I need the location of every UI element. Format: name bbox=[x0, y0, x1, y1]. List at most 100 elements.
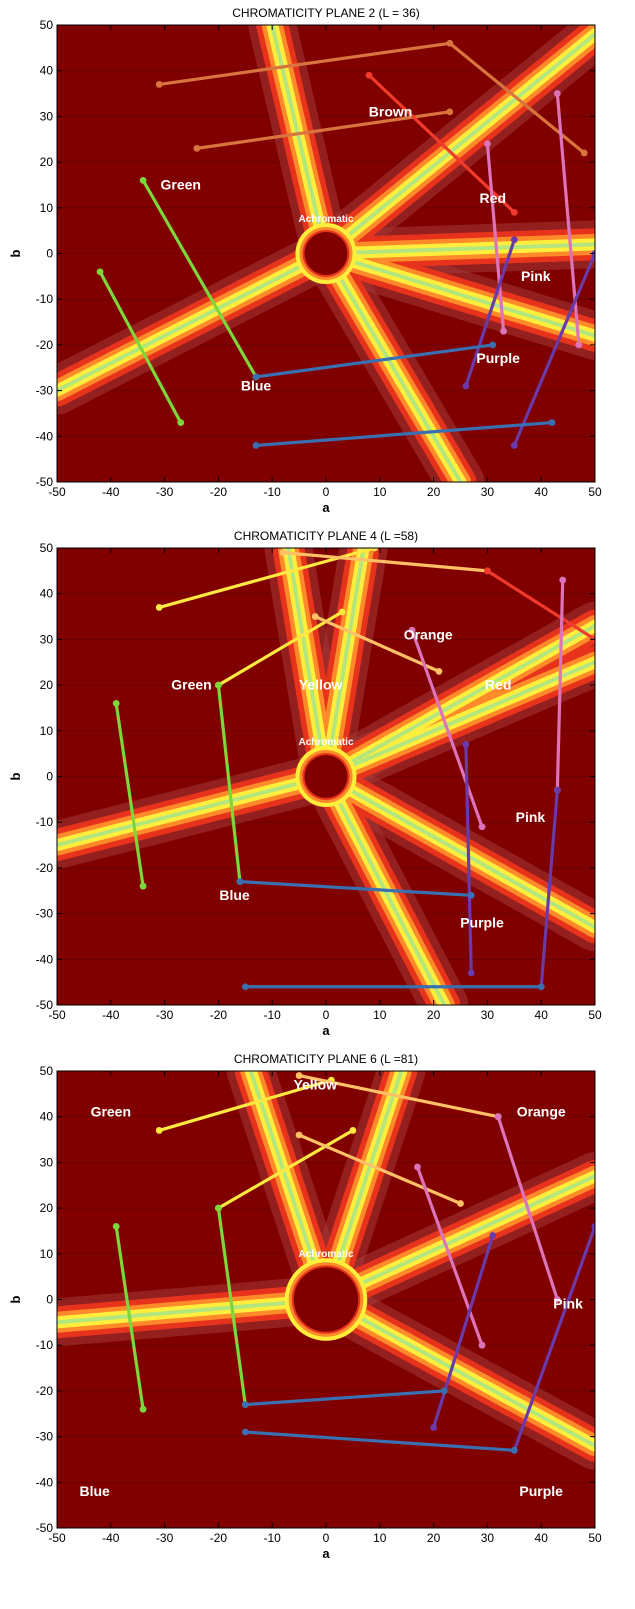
y-tick-label: 0 bbox=[46, 770, 53, 784]
series-point bbox=[446, 108, 454, 116]
series-line bbox=[485, 569, 595, 642]
series-point bbox=[112, 699, 120, 707]
hue-band bbox=[324, 660, 595, 779]
hue-band bbox=[324, 774, 595, 930]
series-point bbox=[510, 208, 518, 216]
series-line bbox=[243, 1389, 446, 1407]
achromatic-label: Achromatic bbox=[298, 737, 353, 748]
hue-band bbox=[324, 1297, 595, 1448]
y-tick-label: -50 bbox=[36, 998, 54, 1012]
x-tick-label: 10 bbox=[373, 1008, 387, 1022]
x-tick-label: 40 bbox=[535, 1008, 549, 1022]
series-point bbox=[236, 878, 244, 886]
series-line bbox=[254, 420, 554, 448]
y-tick-label: 40 bbox=[40, 1110, 54, 1124]
region-label: Yellow bbox=[293, 1076, 337, 1092]
hue-bands bbox=[57, 1071, 595, 1470]
series-line bbox=[512, 1224, 595, 1452]
region-label: Blue bbox=[241, 378, 272, 394]
series-line bbox=[254, 343, 495, 379]
series-line bbox=[297, 1073, 500, 1119]
x-tick-label: 20 bbox=[427, 1531, 441, 1545]
chart-panel-2: CHROMATICITY PLANE 4 (L =58) Achromatic Or… bbox=[8, 529, 602, 1038]
series-point bbox=[215, 1204, 222, 1212]
y-tick-label: 50 bbox=[40, 541, 54, 555]
series-point bbox=[537, 983, 545, 991]
achromatic-core bbox=[304, 231, 348, 276]
hue-band bbox=[324, 1174, 595, 1302]
series-point bbox=[510, 1446, 518, 1454]
series-point bbox=[139, 882, 147, 890]
series-point bbox=[279, 549, 287, 556]
series-point bbox=[510, 442, 518, 449]
chart-title: CHROMATICITY PLANE 4 (L =58) bbox=[234, 529, 418, 543]
series-point bbox=[139, 1405, 147, 1413]
region-label: Pink bbox=[516, 809, 546, 825]
series-point bbox=[241, 1401, 249, 1409]
achromatic-core bbox=[293, 1267, 359, 1332]
series-point bbox=[440, 1387, 448, 1395]
region-label: Pink bbox=[553, 1296, 583, 1312]
series-point bbox=[295, 1072, 303, 1079]
achromatic-label: Achromatic bbox=[298, 1249, 353, 1260]
region-label: Purple bbox=[519, 1483, 563, 1499]
y-tick-label: 40 bbox=[40, 64, 54, 78]
series-point bbox=[414, 1163, 421, 1171]
series-point bbox=[349, 1127, 357, 1134]
x-tick-label: -10 bbox=[264, 1008, 282, 1022]
hue-bands bbox=[57, 25, 595, 482]
hue-band bbox=[286, 548, 328, 779]
plot-area: Achromatic Orange Green Yellow Red Pink Blue Pu… bbox=[57, 548, 595, 1005]
y-tick-label: 30 bbox=[40, 632, 54, 646]
y-tick-label: 10 bbox=[40, 201, 54, 215]
series-point bbox=[489, 1232, 497, 1239]
x-tick-label: 0 bbox=[323, 1008, 330, 1022]
plot-area: Achromatic Brown Green Red Pink Purple Blue bbox=[57, 25, 595, 482]
series-point bbox=[457, 1200, 464, 1207]
x-tick-label: 50 bbox=[588, 1008, 602, 1022]
x-tick-label: -30 bbox=[156, 485, 174, 499]
hue-band bbox=[57, 251, 328, 393]
series-line bbox=[195, 110, 452, 150]
y-tick-label: 20 bbox=[40, 155, 54, 169]
series-point bbox=[155, 1127, 163, 1134]
series-line bbox=[243, 1430, 516, 1452]
x-tick-label: -40 bbox=[102, 1008, 120, 1022]
series-point bbox=[338, 608, 346, 616]
y-tick-label: -30 bbox=[36, 1430, 54, 1444]
y-tick-label: 50 bbox=[40, 18, 54, 32]
series-point bbox=[155, 604, 163, 611]
series-point bbox=[580, 149, 588, 157]
series-line bbox=[157, 1078, 333, 1133]
hue-band bbox=[324, 242, 595, 256]
series-line bbox=[415, 1165, 484, 1347]
series-point bbox=[252, 442, 260, 449]
x-tick-label: 50 bbox=[588, 485, 602, 499]
series-line bbox=[485, 142, 506, 333]
y-tick-label: -20 bbox=[36, 338, 54, 352]
chart-panel-1: CHROMATICITY PLANE 2 (L = 36) Achromatic B… bbox=[8, 6, 602, 515]
series-line bbox=[539, 788, 559, 989]
series-point bbox=[462, 741, 470, 748]
series-point bbox=[462, 382, 470, 390]
x-axis-label: a bbox=[322, 1546, 330, 1561]
series-point bbox=[500, 327, 507, 335]
series-point bbox=[510, 236, 518, 244]
hue-band bbox=[324, 623, 595, 779]
x-tick-label: 40 bbox=[535, 485, 549, 499]
region-label: Green bbox=[161, 177, 201, 193]
series-point bbox=[467, 891, 475, 899]
x-tick-label: 0 bbox=[323, 485, 330, 499]
y-tick-label: 30 bbox=[40, 109, 54, 123]
series-point bbox=[484, 140, 491, 148]
plot-area: Achromatic Yellow Orange Green Pink Blue Purpl… bbox=[57, 1071, 595, 1528]
y-tick-label: 10 bbox=[40, 1247, 54, 1261]
y-tick-label: -40 bbox=[36, 952, 54, 966]
hue-band bbox=[324, 32, 595, 256]
series-point bbox=[478, 823, 486, 831]
y-tick-label: -20 bbox=[36, 861, 54, 875]
region-label: Orange bbox=[517, 1104, 566, 1120]
hue-band bbox=[324, 251, 595, 338]
y-tick-label: -10 bbox=[36, 1338, 54, 1352]
x-tick-label: 30 bbox=[481, 1008, 495, 1022]
